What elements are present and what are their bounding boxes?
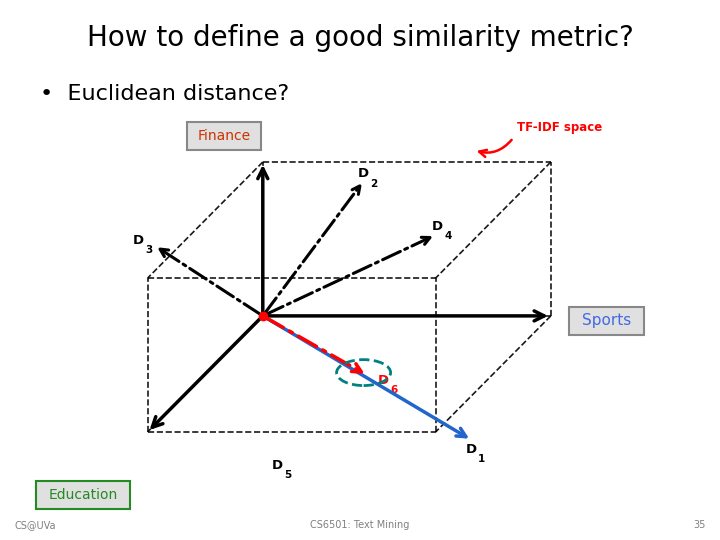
Text: D: D (378, 374, 389, 387)
Text: How to define a good similarity metric?: How to define a good similarity metric? (86, 24, 634, 52)
Text: D: D (466, 443, 477, 456)
Text: Sports: Sports (582, 313, 631, 328)
Text: D: D (133, 234, 144, 247)
FancyBboxPatch shape (187, 122, 261, 150)
Text: 5: 5 (284, 470, 292, 480)
Text: D: D (432, 220, 443, 233)
Text: 3: 3 (145, 245, 153, 255)
Text: 6: 6 (390, 386, 397, 395)
FancyBboxPatch shape (36, 481, 130, 509)
Text: Education: Education (48, 488, 117, 502)
Text: D: D (272, 459, 283, 472)
Text: •  Euclidean distance?: • Euclidean distance? (40, 84, 289, 104)
Text: 4: 4 (444, 231, 451, 241)
Text: CS@UVa: CS@UVa (14, 520, 56, 530)
FancyBboxPatch shape (569, 307, 644, 335)
Text: Finance: Finance (197, 129, 251, 143)
Text: 1: 1 (478, 454, 485, 464)
Text: 35: 35 (693, 520, 706, 530)
Text: D: D (358, 167, 369, 180)
Text: 2: 2 (370, 179, 377, 188)
Text: CS6501: Text Mining: CS6501: Text Mining (310, 520, 410, 530)
Text: TF-IDF space: TF-IDF space (517, 122, 602, 134)
